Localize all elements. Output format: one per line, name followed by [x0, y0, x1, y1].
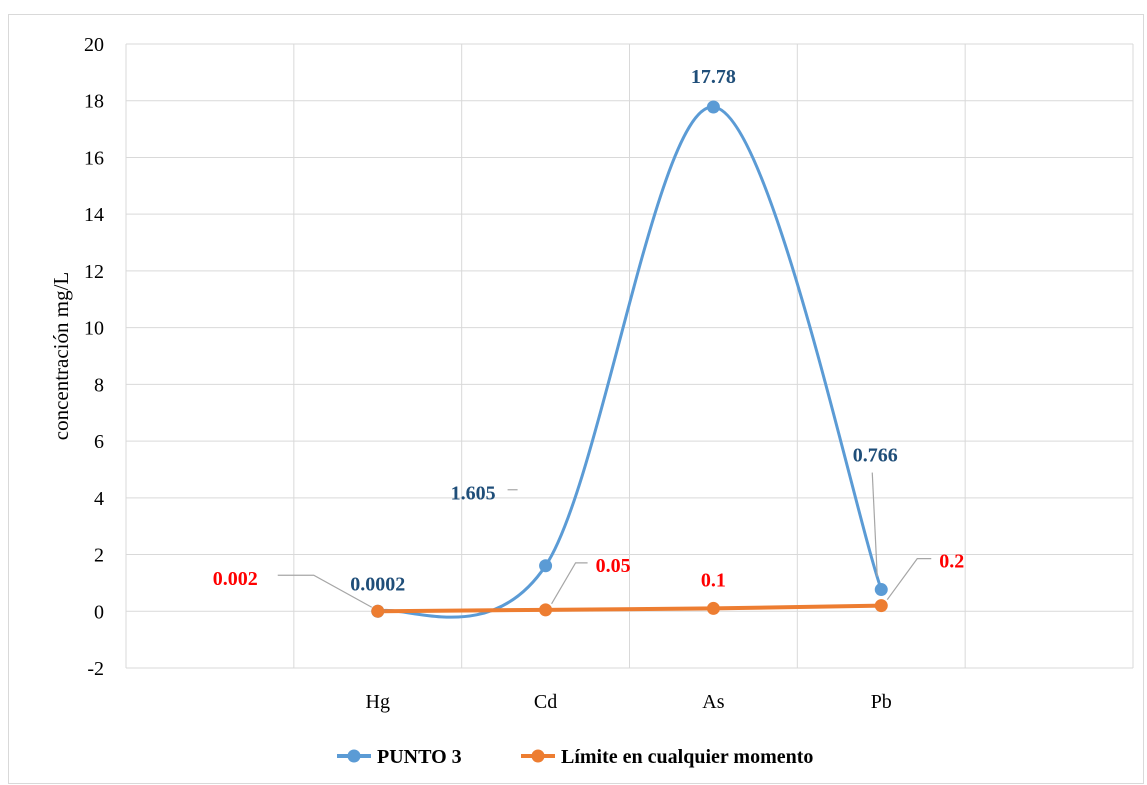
- data-label: 0.2: [939, 551, 964, 573]
- data-label: 17.78: [691, 66, 736, 88]
- y-tick-label: 14: [84, 204, 104, 226]
- legend-label: PUNTO 3: [377, 746, 462, 768]
- data-label: 0.05: [596, 555, 631, 577]
- y-tick-label: 20: [84, 34, 104, 56]
- y-tick-label: 10: [84, 318, 104, 340]
- data-label: 0.1: [701, 569, 726, 591]
- data-point: [874, 583, 888, 597]
- data-point: [371, 604, 385, 618]
- series-line: [377, 105, 883, 619]
- y-tick-label: 16: [84, 147, 104, 169]
- series-line: [377, 603, 882, 614]
- data-point: [706, 601, 720, 615]
- x-tick-label: Cd: [534, 691, 557, 713]
- y-tick-label: 12: [84, 261, 104, 283]
- y-tick-label: 2: [94, 545, 104, 567]
- y-tick-label: 18: [84, 91, 104, 113]
- y-tick-label: 4: [94, 488, 104, 510]
- chart-frame: [8, 14, 1144, 784]
- y-tick-label: -2: [87, 658, 104, 680]
- data-point: [706, 100, 720, 114]
- y-tick-label: 0: [94, 601, 104, 623]
- data-label: 0.766: [853, 445, 898, 467]
- legend-label: Límite en cualquier momento: [561, 746, 813, 768]
- data-point: [874, 599, 888, 613]
- gridlines: [125, 43, 1134, 669]
- leader-line: [277, 574, 373, 608]
- leader-line: [886, 557, 932, 600]
- y-tick-label: 8: [94, 374, 104, 396]
- y-axis-title: concentración mg/L: [49, 272, 73, 441]
- data-label: 0.0002: [350, 573, 405, 595]
- legend-marker: [347, 749, 361, 763]
- x-tick-label: Pb: [871, 691, 892, 713]
- legend-marker: [531, 749, 545, 763]
- data-label: 1.605: [451, 483, 496, 505]
- legend: PUNTO 3 Límite en cualquier momento: [337, 746, 813, 768]
- y-tick-label: 6: [94, 431, 104, 453]
- data-label: 0.002: [213, 568, 258, 590]
- data-point: [539, 603, 553, 617]
- x-tick-label: As: [702, 691, 724, 713]
- leader-line: [871, 472, 878, 577]
- leader-line: [551, 562, 588, 605]
- data-point: [539, 559, 553, 573]
- x-tick-label: Hg: [366, 691, 390, 713]
